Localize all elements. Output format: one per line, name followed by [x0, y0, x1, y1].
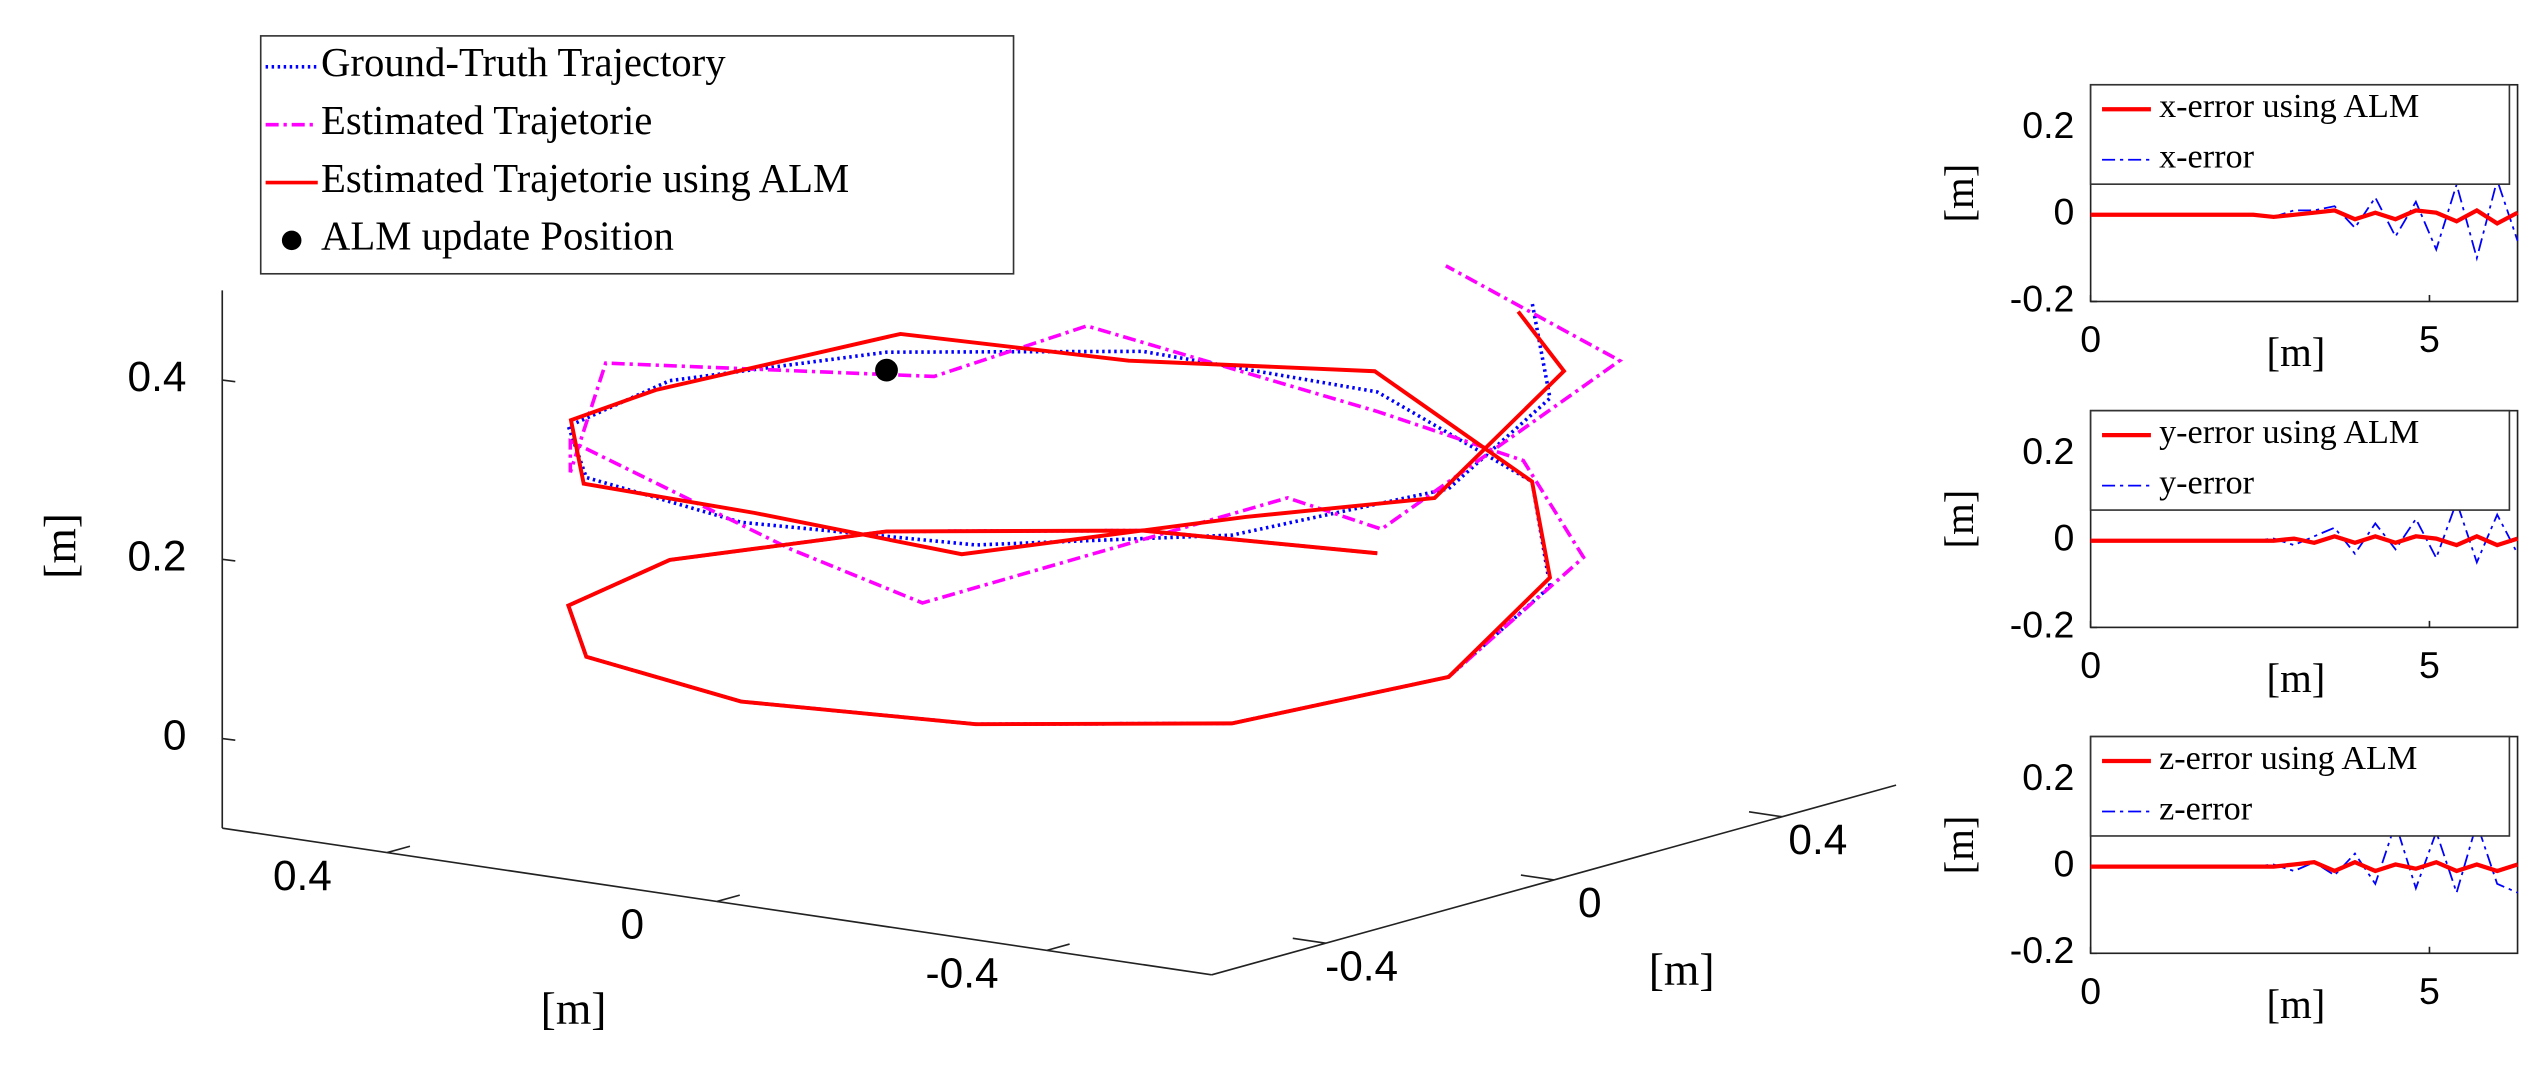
y-tick-label: 0.4 — [1788, 816, 1847, 863]
x-axis-label: [m] — [2267, 656, 2326, 701]
y-tick-label: 0 — [2053, 191, 2074, 233]
y-tick-label: -0.4 — [1325, 942, 1398, 989]
y-tick — [1292, 937, 1326, 944]
x-tick-label: 0 — [620, 901, 644, 948]
error-line — [2090, 533, 2519, 548]
trajectory-line — [566, 264, 1624, 726]
legend-box — [259, 35, 1015, 275]
z-axis-label: [m] — [35, 513, 86, 579]
alm-update-point — [875, 358, 898, 382]
legend-label: y-error — [2159, 464, 2255, 501]
y-axis-label: [m] — [1937, 816, 1982, 875]
error-line — [2090, 859, 2519, 874]
y-tick-label: 0.2 — [2022, 430, 2074, 472]
x-tick-label: 5 — [2419, 970, 2440, 1012]
x-tick — [386, 845, 411, 854]
legend-label: z-error — [2159, 790, 2253, 827]
legend-label: Estimated Trajetorie using ALM — [321, 156, 849, 201]
z-tick-label: 0.4 — [128, 353, 187, 400]
y-axis-label: [m] — [1649, 944, 1715, 995]
y-axis-label: [m] — [1937, 490, 1982, 549]
y-tick-label: 0 — [2053, 517, 2074, 559]
x-tick-label: 5 — [2419, 644, 2440, 686]
legend-label: y-error using ALM — [2159, 414, 2419, 451]
y-tick-label: 0.2 — [2022, 756, 2074, 798]
x-axis — [222, 827, 1212, 976]
x-tick-label: 0 — [2080, 970, 2101, 1012]
x-tick-label: 0 — [2080, 318, 2101, 360]
legend-label: Estimated Trajetorie — [321, 98, 652, 143]
y-tick-label: -0.2 — [2010, 277, 2075, 319]
x-tick-label: 0 — [2080, 644, 2101, 686]
legend-label: x-error using ALM — [2159, 88, 2419, 125]
x-axis-label: [m] — [2267, 982, 2326, 1027]
z-tick-label: 0 — [163, 712, 187, 759]
trajectory-line — [565, 310, 1567, 727]
x-tick-label: -0.4 — [926, 950, 999, 997]
x-axis-label: [m] — [2267, 330, 2326, 375]
x-tick-label: 5 — [2419, 318, 2440, 360]
y-tick — [1748, 811, 1783, 818]
legend-box — [2089, 83, 2511, 185]
x-tick-label: 0.4 — [273, 852, 332, 899]
y-tick-label: 0 — [2053, 842, 2074, 884]
y-tick — [1520, 874, 1554, 881]
z-tick — [222, 558, 236, 562]
y-axis-label: [m] — [1937, 164, 1982, 223]
x-tick — [1046, 943, 1070, 952]
legend-box — [2089, 409, 2511, 511]
legend-marker — [281, 230, 302, 251]
z-tick — [222, 737, 236, 741]
y-tick-label: 0 — [1578, 879, 1602, 926]
trajectory-line — [566, 301, 1552, 726]
x-axis-label: [m] — [541, 983, 607, 1034]
legend-label: z-error using ALM — [2159, 740, 2417, 777]
x-tick — [716, 894, 741, 903]
legend-label: ALM update Position — [321, 214, 674, 259]
z-tick — [222, 379, 236, 383]
error-line — [2090, 207, 2519, 226]
legend-box — [2089, 735, 2511, 837]
legend-label: Ground-Truth Trajectory — [321, 40, 726, 85]
z-tick-label: 0.2 — [128, 532, 187, 579]
y-tick-label: -0.2 — [2010, 929, 2075, 971]
legend-label: x-error — [2159, 139, 2255, 176]
y-tick-label: 0.2 — [2022, 104, 2074, 146]
y-tick-label: -0.2 — [2010, 603, 2075, 645]
